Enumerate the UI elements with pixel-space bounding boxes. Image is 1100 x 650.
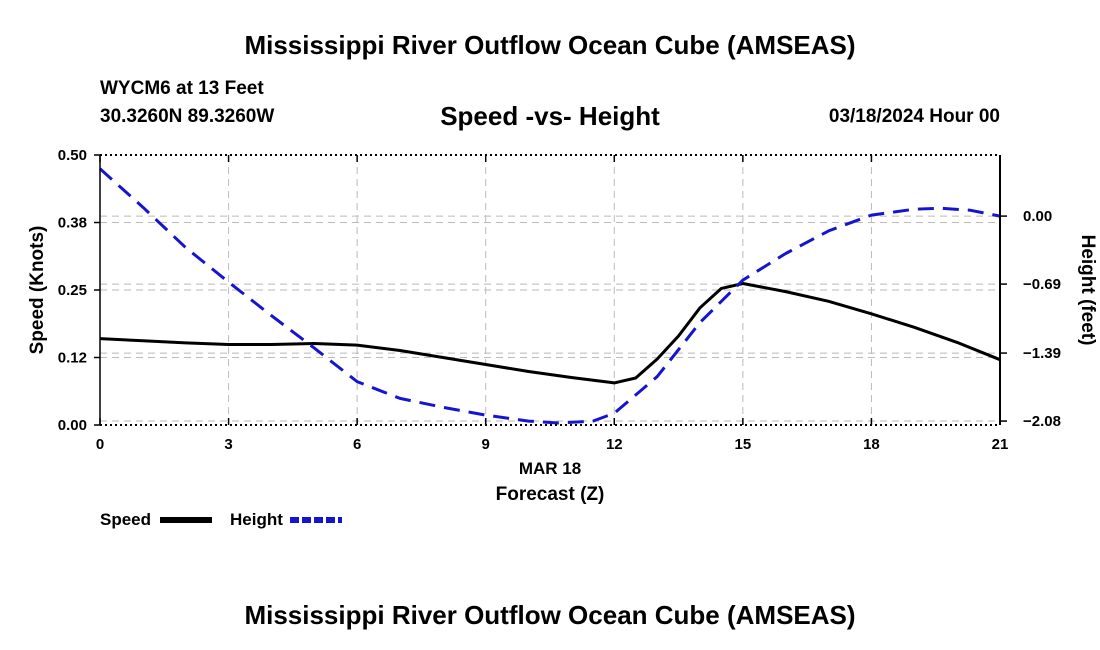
chart-series [98,167,1001,425]
y-tick-label: 0.50 [58,147,87,164]
station-label: WYCM6 at 13 Feet [100,78,264,99]
station-coordinates: 30.3260N 89.3260W [100,106,275,127]
height-series-line [98,167,1001,425]
legend-label-speed: Speed [100,510,151,529]
y-tick-label: 0.00 [58,417,87,434]
x-axis-label: Forecast (Z) [496,484,605,505]
x-tick-label: 12 [606,436,623,453]
y2-axis-label: Height (feet) [1077,235,1098,346]
y2-tick-label: −1.39 [1023,345,1061,362]
x-tick-label: 21 [992,436,1009,453]
y2-tick-label: −2.08 [1023,413,1061,430]
y-axis-label: Speed (Knots) [27,226,48,355]
x-tick-label: 15 [735,436,752,453]
x-tick-label: 18 [863,436,880,453]
page-title: Mississippi River Outflow Ocean Cube (AM… [244,30,856,60]
x-axis-sublabel: MAR 18 [519,459,581,478]
chart-legend: Speed Height [100,510,342,529]
footer-title: Mississippi River Outflow Ocean Cube (AM… [244,600,856,630]
chart-frame [94,154,1007,426]
x-tick-label: 6 [353,436,361,453]
y-tick-label: 0.25 [58,282,87,299]
y2-tick-label: −0.69 [1023,276,1061,293]
x-tick-label: 0 [96,436,104,453]
chart-axes-text: 0 3 6 9 12 15 18 21 0.00 0.12 0.25 0.38 0.50 0.00 −0.6… [27,147,1098,505]
speed-series-line [99,282,1001,385]
x-tick-label: 3 [224,436,232,453]
y2-tick-label: 0.00 [1023,208,1052,225]
y-tick-label: 0.38 [58,215,87,232]
legend-label-height: Height [230,510,283,529]
x-tick-label: 9 [482,436,490,453]
chart-title: Speed -vs- Height [440,101,660,131]
speed-height-chart: 0 3 6 9 12 15 18 21 0.00 0.12 0.25 0.38 0.50 0.00 −0.6… [27,147,1098,529]
y-tick-label: 0.12 [58,350,87,367]
chart-grid [100,155,1000,425]
forecast-datetime: 03/18/2024 Hour 00 [828,106,1000,127]
